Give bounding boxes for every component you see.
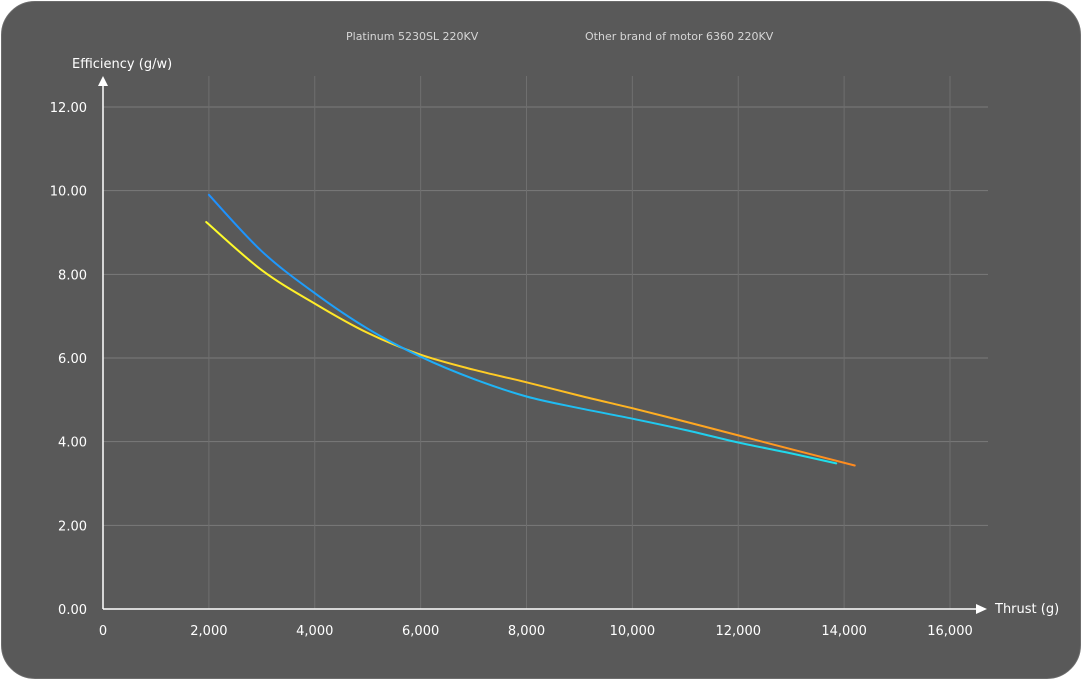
x-tick-label: 8,000 [508, 624, 545, 639]
grid-lines [103, 76, 988, 609]
y-axis-title: Efficiency (g/w) [72, 57, 172, 72]
y-tick-label: 8.00 [58, 268, 87, 283]
x-tick-label: 12,000 [716, 624, 762, 639]
y-axis-arrow [98, 76, 108, 86]
axes [98, 76, 987, 614]
y-tick-label: 0.00 [58, 603, 87, 618]
series-lines [205, 193, 856, 467]
legend-label-other-brand: Other brand of motor 6360 220KV [585, 30, 774, 43]
y-tick-label: 4.00 [58, 436, 87, 451]
x-axis-ticks: 0 2,000 4,000 6,000 8,000 10,000 12,000 14,000 1… [99, 624, 973, 639]
y-tick-label: 10.00 [50, 185, 87, 200]
legend: Platinum 5230SL 220KV Other brand of mot… [291, 30, 774, 43]
y-axis-ticks: 0.00 2.00 4.00 6.00 8.00 10.00 12.00 [50, 101, 87, 618]
x-axis-arrow [976, 604, 987, 614]
x-tick-label: 10,000 [610, 624, 656, 639]
x-tick-label: 4,000 [296, 624, 333, 639]
x-axis-title: Thrust (g) [994, 602, 1059, 617]
x-tick-label: 14,000 [821, 624, 867, 639]
x-tick-label: 0 [99, 624, 107, 639]
x-tick-label: 2,000 [190, 624, 227, 639]
series-line-platinum [205, 221, 856, 467]
y-tick-label: 12.00 [50, 101, 87, 116]
series-line-other-brand [207, 193, 838, 465]
x-tick-label: 6,000 [402, 624, 439, 639]
y-tick-label: 2.00 [58, 519, 87, 534]
legend-label-platinum: Platinum 5230SL 220KV [346, 30, 479, 43]
y-tick-label: 6.00 [58, 352, 87, 367]
x-tick-label: 16,000 [927, 624, 973, 639]
